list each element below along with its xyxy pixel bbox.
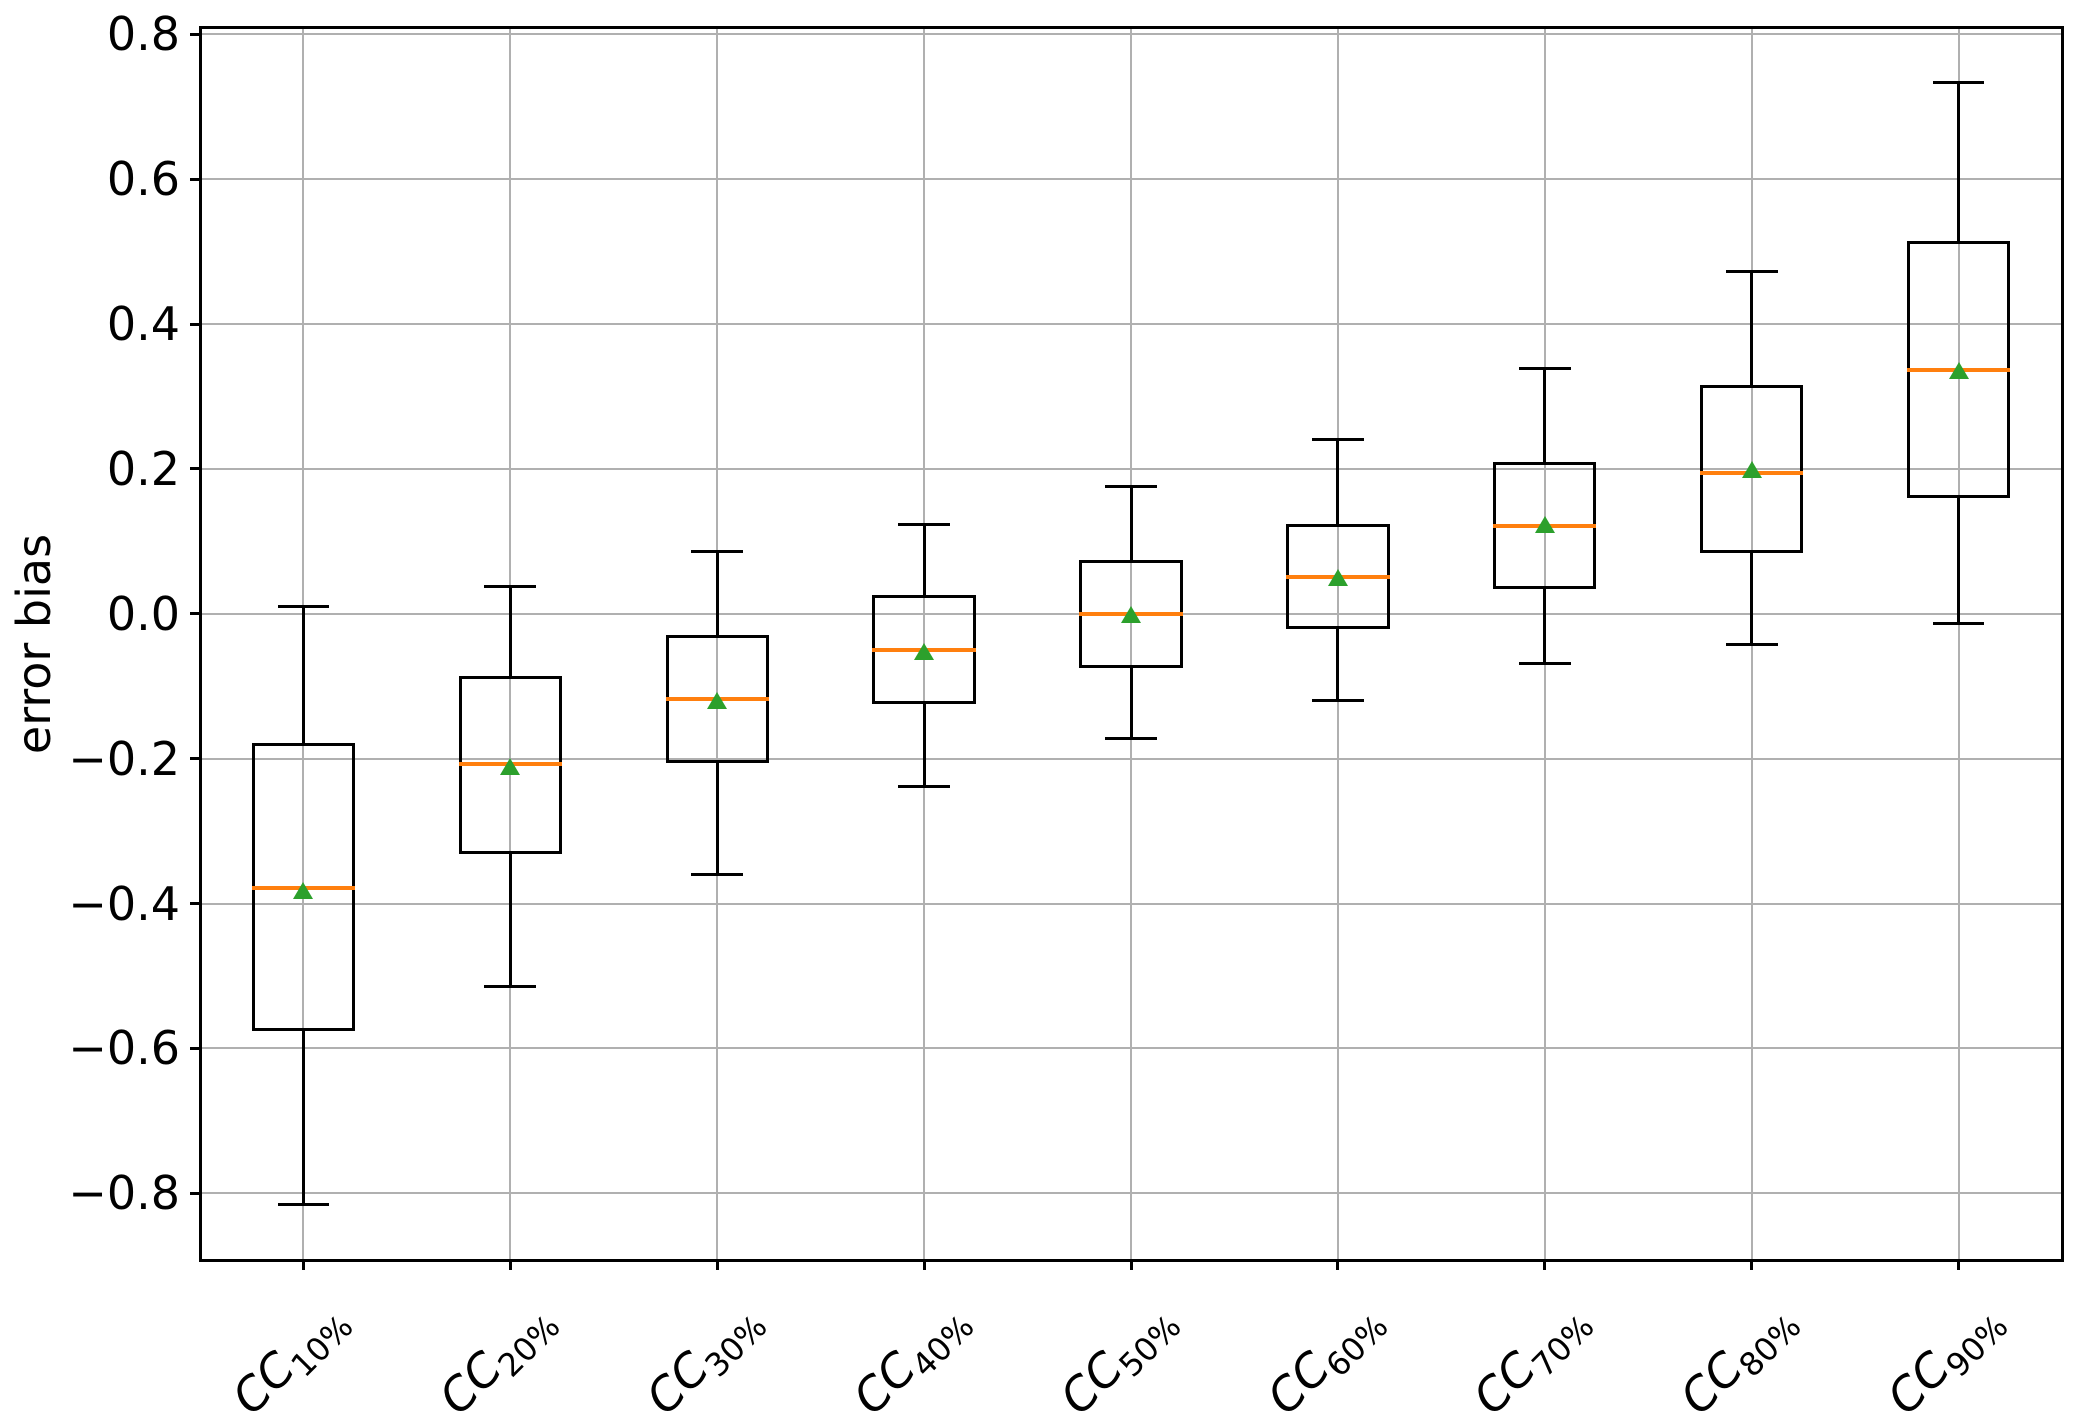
whisker-cap-upper [1105, 484, 1157, 488]
whisker-cap-upper [1518, 367, 1571, 371]
y-tick [190, 467, 200, 471]
y-tick-label: 0.8 [106, 7, 180, 62]
whisker-upper [301, 606, 305, 743]
x-tick [508, 1260, 512, 1270]
x-tick-label: CC60% [1256, 1293, 1395, 1424]
mean-marker [707, 692, 728, 710]
y-tick-label: −0.2 [68, 731, 180, 786]
whisker-cap-upper [898, 523, 950, 527]
mean-marker [914, 643, 935, 661]
v-gridline [716, 27, 719, 1260]
whisker-cap-lower [1518, 662, 1571, 666]
whisker-cap-lower [277, 1202, 330, 1206]
whisker-cap-upper [277, 605, 330, 609]
x-tick-label: CC40% [842, 1293, 981, 1424]
x-tick-label: CC90% [1877, 1293, 2016, 1424]
whisker-cap-lower [898, 784, 950, 788]
whisker-upper [922, 524, 926, 595]
x-tick-label: CC50% [1049, 1293, 1188, 1424]
y-tick-label: 0.6 [106, 152, 180, 207]
v-gridline [1957, 27, 1960, 1260]
whisker-cap-lower [1725, 642, 1778, 646]
x-tick-label: CC20% [428, 1293, 567, 1424]
y-tick-label: 0.4 [106, 297, 180, 352]
mean-marker [293, 882, 314, 900]
whisker-cap-lower [1105, 736, 1157, 740]
mean-marker [1327, 569, 1348, 587]
mean-marker [500, 758, 521, 776]
v-gridline [1130, 27, 1132, 1260]
whisker-lower [922, 704, 926, 787]
y-tick [190, 32, 200, 36]
x-tick [1957, 1260, 1961, 1270]
y-tick [190, 902, 200, 906]
y-tick [190, 177, 200, 181]
box [1699, 384, 1804, 553]
y-tick-label: −0.8 [68, 1166, 180, 1221]
whisker-upper [1336, 439, 1340, 524]
whisker-cap-lower [484, 985, 537, 989]
y-tick [190, 322, 200, 326]
whisker-lower [1543, 589, 1547, 664]
whisker-upper [508, 586, 512, 677]
whisker-cap-upper [1932, 81, 1985, 85]
mean-marker [1741, 461, 1762, 479]
x-tick-label: CC10% [222, 1293, 361, 1424]
x-tick [1129, 1260, 1133, 1270]
whisker-lower [715, 763, 719, 875]
x-tick [922, 1260, 926, 1270]
whisker-lower [1129, 668, 1133, 739]
x-tick [715, 1260, 719, 1270]
y-tick-label: 0.0 [106, 586, 180, 641]
whisker-cap-upper [1312, 438, 1364, 442]
whisker-upper [1543, 368, 1547, 463]
y-tick [190, 1191, 200, 1195]
whisker-upper [715, 551, 719, 635]
mean-marker [1534, 515, 1555, 533]
x-tick [1750, 1260, 1754, 1270]
x-tick-label: CC30% [635, 1293, 774, 1424]
whisker-upper [1129, 486, 1133, 561]
whisker-lower [1336, 629, 1340, 701]
y-tick-label: −0.4 [68, 876, 180, 931]
mean-marker [1948, 362, 1969, 380]
whisker-lower [508, 854, 512, 987]
whisker-upper [1750, 271, 1754, 385]
whisker-lower [1750, 552, 1754, 645]
y-tick [190, 1046, 200, 1050]
x-tick [1336, 1260, 1340, 1270]
y-tick-label: 0.2 [106, 441, 180, 496]
whisker-cap-upper [1725, 270, 1778, 274]
x-tick [1543, 1260, 1547, 1270]
y-tick-label: −0.6 [68, 1021, 180, 1076]
whisker-cap-lower [1932, 621, 1985, 625]
whisker-cap-lower [691, 873, 744, 877]
whisker-lower [301, 1031, 305, 1205]
y-tick [190, 757, 200, 761]
x-tick-label: CC80% [1670, 1293, 1809, 1424]
x-tick-label: CC70% [1463, 1293, 1602, 1424]
whisker-cap-upper [484, 584, 537, 588]
whisker-upper [1957, 82, 1961, 241]
mean-marker [1121, 606, 1141, 624]
whisker-cap-lower [1312, 699, 1364, 703]
y-tick [190, 612, 200, 616]
whisker-lower [1957, 497, 1961, 624]
whisker-cap-upper [691, 549, 744, 553]
x-tick [301, 1260, 305, 1270]
